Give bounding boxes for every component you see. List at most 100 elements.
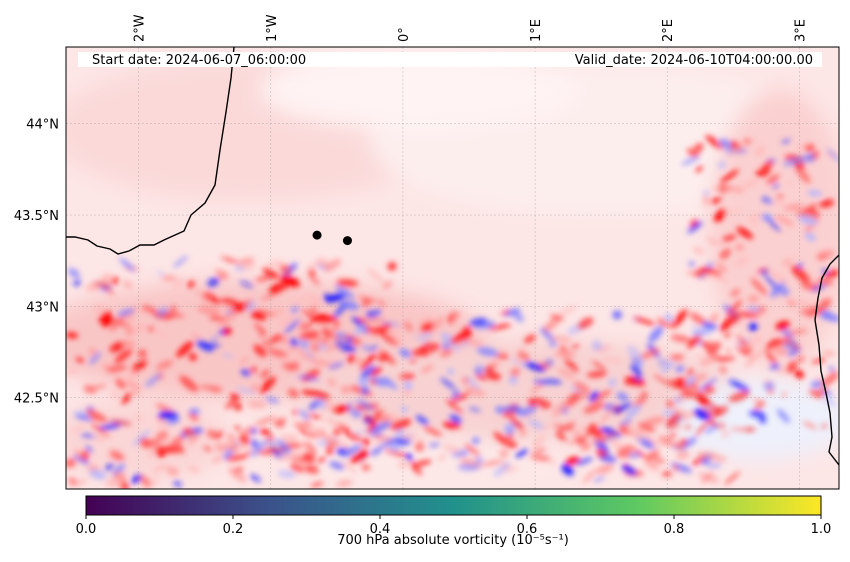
vorticity-cell [318, 315, 336, 324]
vorticity-cell [233, 402, 242, 411]
vorticity-cell [341, 386, 349, 395]
vorticity-cell [166, 466, 179, 476]
vorticity-cell [718, 160, 726, 169]
vorticity-cell [131, 359, 147, 373]
vorticity-cell [648, 452, 666, 464]
vorticity-cell [631, 356, 640, 365]
vorticity-cell [179, 375, 199, 392]
vorticity-cell [543, 378, 563, 385]
vorticity-cell [264, 440, 279, 446]
vorticity-cell [287, 388, 300, 398]
vorticity-cell [423, 426, 443, 437]
vorticity-cell [619, 425, 628, 434]
vorticity-cell [780, 327, 793, 339]
vorticity-cell [114, 471, 127, 481]
vorticity-cell [519, 429, 527, 438]
vorticity-cell [256, 450, 275, 455]
vorticity-cell [368, 380, 378, 385]
vorticity-cell [695, 419, 711, 436]
vorticity-cell [347, 354, 356, 364]
vorticity-cell [643, 461, 660, 473]
vorticity-cell [229, 393, 241, 400]
vorticity-cell [686, 368, 695, 377]
vorticity-cell [288, 360, 299, 372]
vorticity-cell [616, 444, 634, 456]
vorticity-cell [300, 341, 308, 348]
vorticity-cell [776, 194, 784, 200]
vorticity-cell [465, 376, 481, 391]
vorticity-cell [163, 311, 185, 318]
vorticity-cell [264, 446, 287, 453]
vorticity-cell [128, 326, 146, 332]
vorticity-cell [331, 357, 338, 364]
vorticity-cell [735, 344, 753, 358]
vorticity-cell [356, 357, 364, 366]
vorticity-cell [474, 366, 483, 376]
vorticity-cell [785, 361, 798, 374]
vorticity-cell [361, 299, 371, 307]
vorticity-cell [783, 253, 799, 270]
vorticity-cell [700, 267, 722, 277]
colorbar-tick-label: 0.6 [517, 522, 538, 537]
vorticity-cell [673, 355, 683, 364]
vorticity-cell [715, 262, 728, 273]
vorticity-cell [681, 155, 700, 166]
vorticity-cell [386, 326, 404, 345]
vorticity-cell [347, 408, 355, 413]
vorticity-cell [818, 254, 827, 259]
vorticity-cell [375, 309, 382, 316]
vorticity-cell [251, 309, 274, 317]
vorticity-cell [135, 414, 143, 421]
vorticity-cell [686, 376, 696, 386]
vorticity-cell [250, 311, 266, 321]
vorticity-cell [707, 463, 722, 468]
vorticity-cell [212, 456, 223, 463]
vorticity-cell [691, 325, 699, 330]
vorticity-cell [262, 267, 280, 280]
vorticity-cell [549, 459, 556, 466]
vorticity-cell [297, 316, 305, 324]
vorticity-cell [370, 446, 383, 457]
vorticity-cell [109, 450, 125, 461]
vorticity-cell [748, 322, 758, 332]
vorticity-cell [373, 410, 386, 417]
vorticity-cell [824, 269, 839, 279]
vorticity-cell [530, 454, 552, 461]
vorticity-cell [255, 275, 274, 282]
vorticity-cell [336, 279, 359, 287]
vorticity-cell [583, 401, 605, 414]
vorticity-cell [577, 317, 594, 330]
vorticity-cell [797, 263, 803, 269]
vorticity-cell [104, 463, 114, 471]
vorticity-cell [96, 281, 112, 287]
vorticity-cell [539, 327, 555, 342]
vorticity-cell [292, 409, 299, 416]
vorticity-cell [530, 383, 544, 394]
vorticity-cell [704, 424, 719, 434]
vorticity-cell [612, 402, 633, 414]
vorticity-cell [702, 190, 710, 195]
vorticity-cell [500, 405, 521, 412]
vorticity-cell [156, 271, 165, 276]
vorticity-cell [728, 379, 750, 392]
vorticity-cell [321, 327, 329, 335]
vorticity-cell [472, 437, 480, 444]
vorticity-cell [278, 315, 295, 327]
vorticity-cell [790, 265, 810, 283]
vorticity-cell [253, 344, 267, 357]
vorticity-cell [593, 476, 605, 483]
vorticity-cell [191, 332, 201, 340]
vorticity-cell [238, 258, 255, 264]
vorticity-cell [721, 234, 737, 242]
vorticity-cell [188, 412, 199, 422]
vorticity-cell [687, 221, 703, 234]
vorticity-cell [524, 334, 536, 344]
vorticity-cell [695, 353, 711, 363]
vorticity-cell [226, 433, 237, 443]
vorticity-cell [188, 353, 197, 361]
vorticity-cell [730, 427, 745, 432]
vorticity-cell [333, 303, 347, 318]
vorticity-cell [736, 335, 754, 352]
vorticity-cell [577, 440, 588, 446]
vorticity-cell [771, 183, 780, 189]
